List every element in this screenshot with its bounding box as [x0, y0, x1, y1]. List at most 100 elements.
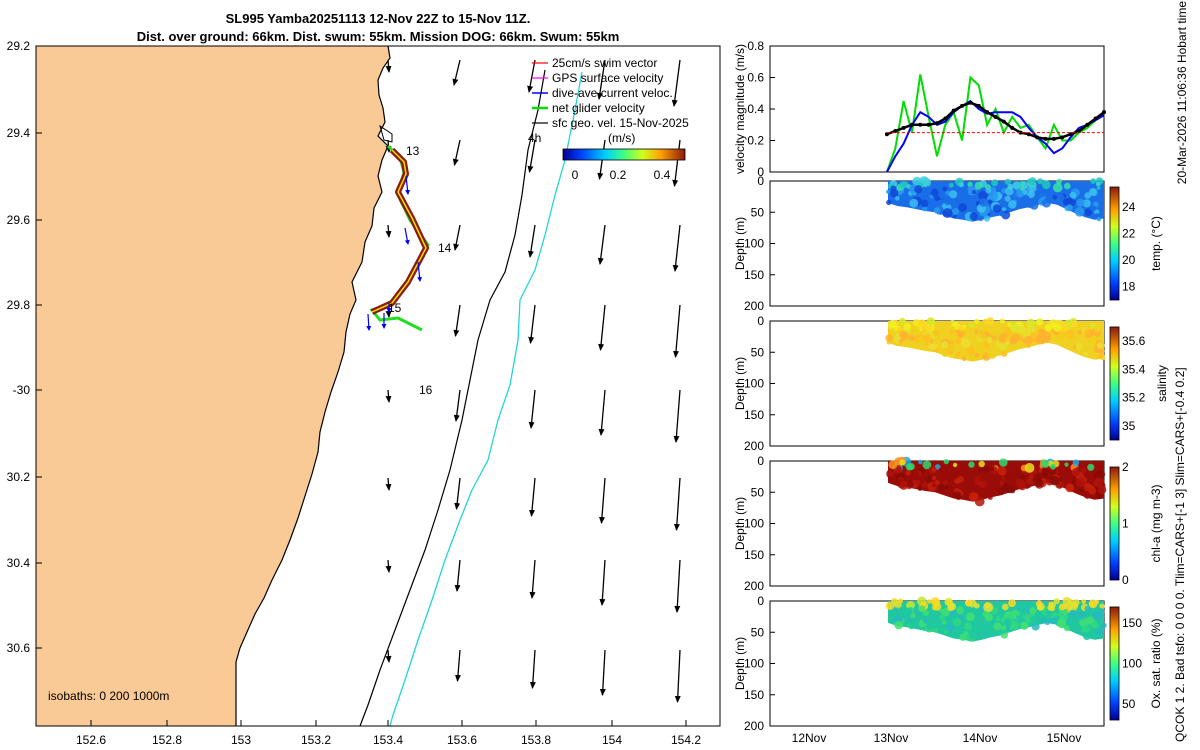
- section-sample: [985, 187, 992, 194]
- section-sample: [946, 617, 952, 623]
- section-sample: [958, 182, 964, 188]
- depth-tick: 100: [744, 377, 764, 391]
- geo-vel-point: [1035, 135, 1040, 140]
- section-sample: [887, 470, 894, 477]
- geo-vel-point: [1010, 125, 1015, 130]
- section-sample: [968, 492, 979, 502]
- title-line2: Dist. over ground: 66km. Dist. swum: 55k…: [137, 29, 620, 44]
- section-sample: [952, 208, 959, 216]
- geo-vel-point: [1026, 132, 1031, 137]
- colorbar-tick-0: 0: [572, 168, 579, 182]
- geo-arrow: [598, 389, 606, 436]
- section-sample: [918, 459, 923, 465]
- section-sample: [995, 616, 1001, 622]
- x-tick-12nov: 12Nov: [792, 731, 827, 745]
- depth-ylabel: Depth (m): [733, 497, 747, 550]
- section-sample: [1098, 471, 1106, 478]
- section-sample: [1084, 208, 1093, 217]
- colorbar-tick: 20: [1122, 253, 1136, 267]
- geo-arrow: [529, 649, 536, 689]
- section-sample: [1007, 470, 1016, 480]
- section-sample: [1019, 185, 1025, 191]
- section-sample: [1062, 596, 1072, 606]
- section-sample: [1004, 195, 1011, 202]
- colorbar-tick: 0: [1122, 573, 1129, 587]
- section-sample: [969, 212, 978, 221]
- section-sample: [961, 338, 972, 349]
- map-ticks: 29.2 29.4 29.6 29.8 -30 30.2 30.4 30.6 152.6 152.…: [7, 39, 702, 747]
- section-sample: [1053, 598, 1060, 605]
- map-axes-box: [35, 45, 721, 727]
- colorbar-tick-2: 0.4: [654, 168, 671, 182]
- section-sample: [897, 615, 904, 622]
- section-sample: [977, 466, 984, 473]
- velocity-y-tick: 0.8: [747, 39, 764, 53]
- section-sample: [1081, 467, 1087, 473]
- geo-arrow: [672, 139, 681, 187]
- section-sample: [958, 203, 967, 212]
- section-colorbar: [1109, 606, 1120, 721]
- section-sample: [909, 470, 920, 480]
- section-sample: [1066, 204, 1073, 212]
- section-sample: [974, 352, 980, 358]
- colorbar-label: salinity: [1155, 365, 1169, 402]
- colorbar-label: chl-a (mg m-3): [1149, 484, 1163, 562]
- colorbar-tick: 2: [1122, 460, 1129, 474]
- section-sample: [1016, 614, 1021, 619]
- section-sample: [1065, 483, 1075, 493]
- section-sample: [963, 630, 968, 636]
- geo-arrow: [453, 389, 461, 422]
- geo-arrow: [527, 59, 536, 93]
- section-sample: [1051, 336, 1056, 341]
- section-sample: [945, 190, 951, 196]
- section-sample: [942, 208, 953, 218]
- lat-tick: 29.6: [7, 213, 31, 227]
- geo-vel-point: [1085, 122, 1090, 127]
- map-panel: 13 14 15 16 25cm/s swim vector GPS surfa…: [7, 39, 721, 747]
- section-sample: [1062, 611, 1067, 616]
- section-sample: [987, 199, 993, 205]
- section-sample: [1061, 614, 1068, 621]
- day-label-13: 13: [406, 144, 420, 158]
- geo-arrow: [454, 559, 461, 592]
- colorbar-label: Ox. sat. ratio (%): [1149, 618, 1163, 708]
- section-sample: [997, 488, 1005, 495]
- section-sample: [946, 623, 955, 633]
- section-sample: [1090, 205, 1097, 212]
- depth-ylabel: Depth (m): [733, 637, 747, 690]
- section-sample: [1026, 318, 1036, 328]
- geo-arrow: [385, 649, 392, 663]
- colorbar-title: (m/s): [608, 131, 635, 145]
- section-sample: [925, 476, 933, 483]
- section-sample: [1081, 624, 1090, 633]
- section-sample: [962, 465, 969, 473]
- colorbar-tick: 18: [1122, 280, 1136, 294]
- section-sample: [1032, 474, 1042, 484]
- geo-vel-point: [901, 125, 906, 130]
- section-sample: [938, 327, 947, 336]
- section-sample: [983, 602, 994, 613]
- geo-vel-point: [993, 114, 998, 119]
- section-panel: 0 50 100 150 200 Depth (m) 18 20 22 24 temp. (°C): [733, 174, 1163, 313]
- day-label-15: 15: [388, 301, 402, 315]
- section-sample: [942, 186, 948, 192]
- geo-arrow: [454, 649, 461, 682]
- isobath-200: [359, 69, 546, 727]
- colorbar-tick: 1: [1122, 517, 1129, 531]
- geo-arrow: [453, 224, 461, 251]
- section-sample: [939, 193, 944, 199]
- section-sample: [957, 331, 964, 338]
- section-sample: [1059, 603, 1066, 611]
- section-sample: [941, 607, 950, 617]
- section-colorbar: [1109, 466, 1120, 581]
- velocity-ylabel: velocity magnitude (m/s): [733, 44, 747, 174]
- section-sample: [1082, 632, 1091, 641]
- section-sample: [1021, 195, 1030, 204]
- section-sample: [1022, 189, 1028, 195]
- section-sample: [967, 181, 973, 188]
- geo-vel-point: [918, 122, 923, 127]
- geo-arrow: [598, 304, 606, 351]
- section-sample: [1099, 603, 1105, 609]
- isobath-1000: [389, 71, 583, 727]
- lon-tick: 153: [231, 733, 251, 747]
